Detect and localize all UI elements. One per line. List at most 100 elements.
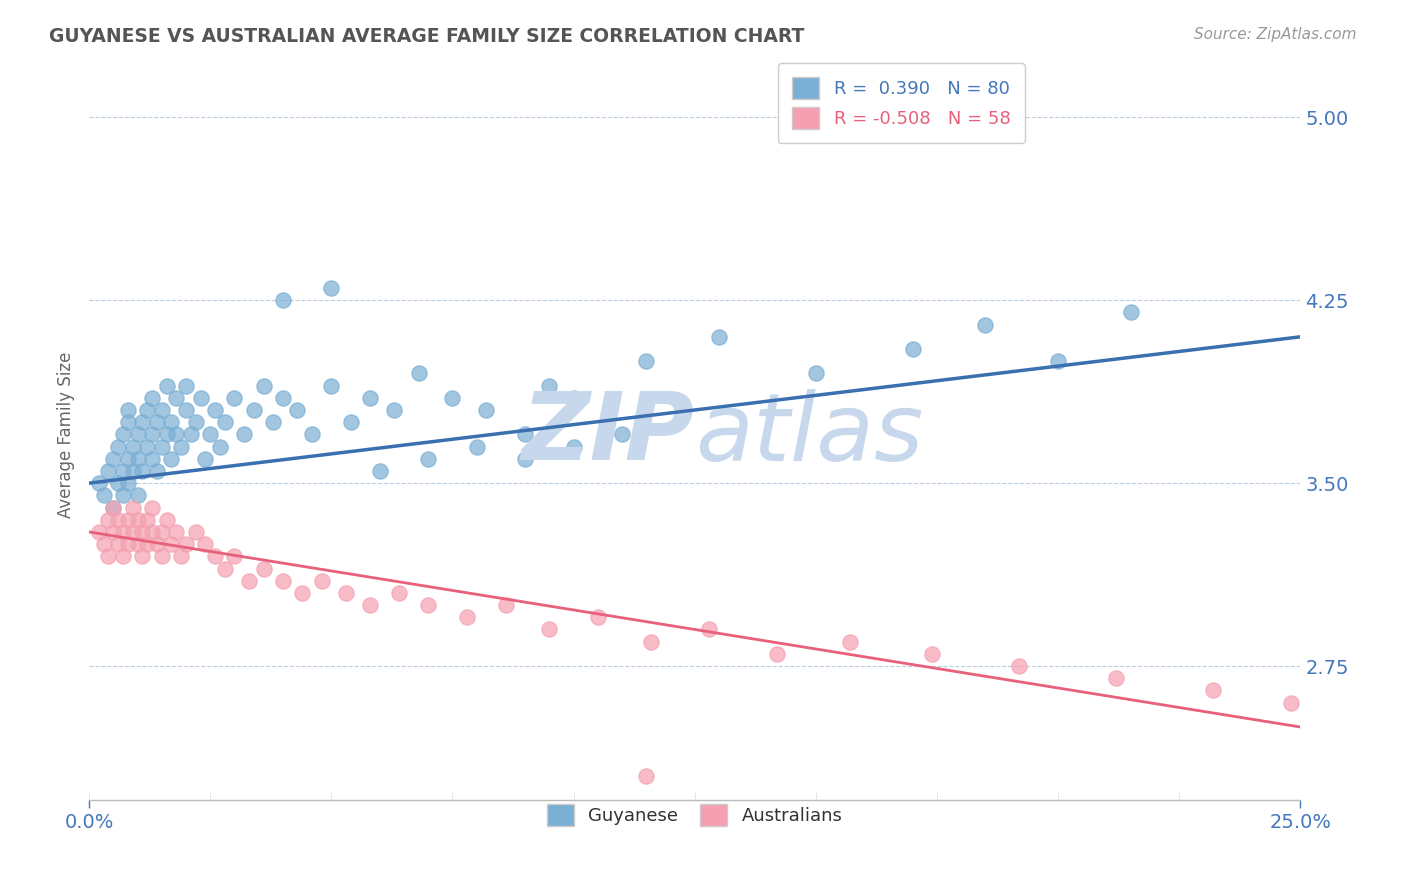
- Point: [111, 549, 134, 564]
- Y-axis label: Average Family Size: Average Family Size: [58, 351, 75, 517]
- Point: [359, 598, 381, 612]
- Point: [190, 391, 212, 405]
- Point: [150, 549, 173, 564]
- Point: [111, 524, 134, 539]
- Point: [131, 524, 153, 539]
- Point: [1105, 671, 1128, 685]
- Point: [1008, 659, 1031, 673]
- Point: [170, 549, 193, 564]
- Point: [610, 427, 633, 442]
- Point: [974, 318, 997, 332]
- Point: [111, 427, 134, 442]
- Point: [93, 537, 115, 551]
- Point: [311, 574, 333, 588]
- Point: [150, 524, 173, 539]
- Point: [194, 537, 217, 551]
- Point: [146, 464, 169, 478]
- Text: GUYANESE VS AUSTRALIAN AVERAGE FAMILY SIZE CORRELATION CHART: GUYANESE VS AUSTRALIAN AVERAGE FAMILY SI…: [49, 27, 804, 45]
- Point: [368, 464, 391, 478]
- Point: [515, 451, 537, 466]
- Point: [174, 403, 197, 417]
- Point: [707, 330, 730, 344]
- Point: [174, 537, 197, 551]
- Point: [150, 403, 173, 417]
- Point: [117, 537, 139, 551]
- Point: [224, 391, 246, 405]
- Point: [243, 403, 266, 417]
- Point: [359, 391, 381, 405]
- Point: [87, 524, 110, 539]
- Point: [87, 476, 110, 491]
- Point: [180, 427, 202, 442]
- Point: [339, 415, 361, 429]
- Point: [408, 367, 430, 381]
- Point: [335, 586, 357, 600]
- Point: [103, 500, 125, 515]
- Point: [838, 634, 860, 648]
- Point: [184, 415, 207, 429]
- Point: [121, 524, 143, 539]
- Point: [160, 415, 183, 429]
- Point: [103, 451, 125, 466]
- Point: [1279, 696, 1302, 710]
- Point: [194, 451, 217, 466]
- Point: [271, 293, 294, 308]
- Point: [107, 476, 129, 491]
- Point: [271, 391, 294, 405]
- Point: [117, 476, 139, 491]
- Point: [184, 524, 207, 539]
- Point: [121, 500, 143, 515]
- Point: [127, 488, 149, 502]
- Point: [901, 342, 924, 356]
- Text: ZIP: ZIP: [522, 388, 695, 481]
- Point: [200, 427, 222, 442]
- Point: [107, 513, 129, 527]
- Point: [103, 524, 125, 539]
- Point: [97, 513, 120, 527]
- Point: [174, 378, 197, 392]
- Point: [214, 415, 236, 429]
- Point: [204, 549, 226, 564]
- Point: [1047, 354, 1070, 368]
- Point: [271, 574, 294, 588]
- Point: [301, 427, 323, 442]
- Legend: Guyanese, Australians: Guyanese, Australians: [538, 795, 852, 835]
- Point: [155, 427, 177, 442]
- Point: [495, 598, 517, 612]
- Point: [131, 549, 153, 564]
- Point: [111, 464, 134, 478]
- Point: [121, 440, 143, 454]
- Point: [127, 451, 149, 466]
- Point: [465, 440, 488, 454]
- Point: [107, 537, 129, 551]
- Point: [1119, 305, 1142, 319]
- Point: [165, 524, 187, 539]
- Point: [165, 427, 187, 442]
- Point: [141, 524, 163, 539]
- Point: [97, 549, 120, 564]
- Point: [165, 391, 187, 405]
- Point: [103, 500, 125, 515]
- Point: [160, 537, 183, 551]
- Point: [170, 440, 193, 454]
- Point: [586, 610, 609, 624]
- Point: [117, 451, 139, 466]
- Point: [136, 440, 159, 454]
- Point: [233, 427, 256, 442]
- Point: [321, 378, 343, 392]
- Point: [804, 367, 827, 381]
- Point: [141, 391, 163, 405]
- Point: [155, 513, 177, 527]
- Point: [252, 561, 274, 575]
- Point: [160, 451, 183, 466]
- Point: [131, 415, 153, 429]
- Point: [418, 598, 440, 612]
- Point: [136, 537, 159, 551]
- Point: [155, 378, 177, 392]
- Point: [456, 610, 478, 624]
- Point: [697, 623, 720, 637]
- Point: [636, 354, 658, 368]
- Point: [287, 403, 309, 417]
- Point: [141, 427, 163, 442]
- Point: [475, 403, 498, 417]
